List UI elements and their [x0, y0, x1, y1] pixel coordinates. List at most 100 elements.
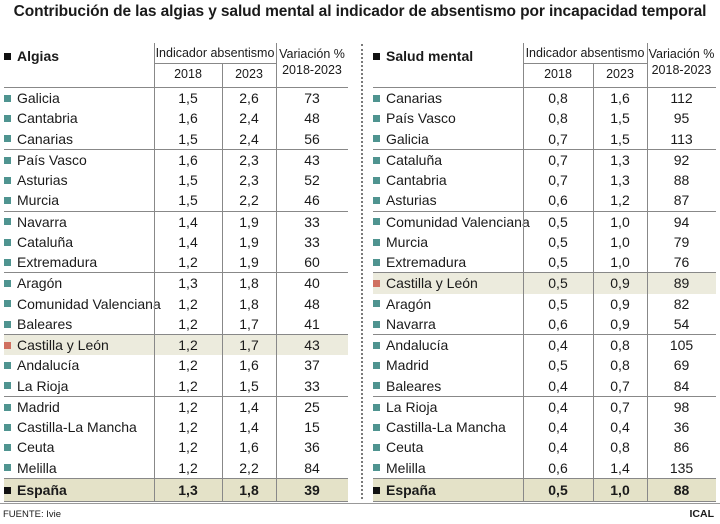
- total-variation: 39: [304, 481, 320, 498]
- region-marker-icon: [4, 423, 11, 431]
- value-2018: 0,4: [548, 337, 568, 353]
- variation-value: 79: [673, 233, 690, 250]
- table-row: Melilla 1,2 2,2 84: [4, 458, 348, 478]
- variation-value: 84: [673, 377, 690, 394]
- variation-value: 92: [673, 151, 690, 168]
- section-title: Salud mental: [373, 48, 473, 64]
- region-label: Madrid: [17, 398, 60, 415]
- region-label: Asturias: [386, 192, 437, 209]
- value-2023: 0,9: [610, 295, 630, 312]
- value-2018: 0,6: [548, 459, 568, 476]
- region-name: País Vasco: [373, 110, 456, 126]
- table-body: Galicia 1,5 2,6 73 Cantabria 1,6 2,4 48 Canarias…: [4, 88, 348, 478]
- value-2023: 1,7: [239, 337, 259, 353]
- table-row: La Rioja 0,4 0,7 98: [373, 395, 716, 417]
- table-row: Baleares 1,2 1,7 41: [4, 314, 348, 334]
- column-separator: [523, 43, 524, 87]
- variation-value: 113: [670, 130, 693, 147]
- table-row: Asturias 1,5 2,3 52: [4, 170, 348, 190]
- region-name: Andalucía: [4, 357, 79, 373]
- region-label: Cataluña: [17, 233, 74, 250]
- value-2023: 1,3: [610, 172, 630, 188]
- total-label: España: [386, 481, 436, 498]
- footer-rule: [0, 503, 720, 504]
- variation-value: 25: [304, 398, 320, 415]
- region-label: Castilla y León: [17, 337, 109, 353]
- region-name: Asturias: [4, 172, 68, 188]
- region-name: Castilla y León: [373, 275, 478, 291]
- table-row: Madrid 1,2 1,4 25: [4, 395, 348, 417]
- region-name: Melilla: [4, 460, 57, 476]
- value-2018: 0,7: [548, 151, 568, 168]
- table-row: Canarias 0,8 1,6 112: [373, 88, 716, 108]
- table-row: Cantabria 1,6 2,4 48: [4, 108, 348, 128]
- region-label: Andalucía: [17, 357, 80, 374]
- region-label: Murcia: [386, 233, 429, 250]
- total-bullet-icon: [373, 486, 380, 494]
- variation-value: 37: [304, 357, 320, 374]
- value-2023: 1,9: [239, 213, 259, 230]
- value-2023: 2,6: [239, 90, 259, 106]
- variation-header: Variación % 2018-2023: [648, 47, 715, 77]
- credit-label: ICAL: [689, 508, 715, 520]
- table-row: Navarra 1,4 1,9 33: [4, 210, 348, 232]
- value-2023: 0,8: [610, 439, 630, 456]
- value-2023: 1,0: [610, 213, 630, 230]
- value-2023: 0,7: [610, 398, 630, 415]
- variation-value: 36: [304, 439, 320, 456]
- variation-value: 48: [304, 295, 320, 312]
- variation-value: 52: [304, 172, 320, 188]
- year-header-2023: 2023: [235, 67, 263, 81]
- region-label: La Rioja: [386, 398, 438, 415]
- table-row: Extremadura 0,5 1,0 76: [373, 252, 716, 272]
- value-2018: 1,5: [178, 90, 198, 106]
- region-label: Melilla: [17, 459, 57, 476]
- region-label: Canarias: [386, 90, 443, 106]
- region-label: La Rioja: [17, 377, 69, 394]
- region-marker-icon: [373, 341, 380, 349]
- indicator-header: Indicador absentismo: [525, 46, 645, 60]
- region-marker-icon: [373, 300, 380, 308]
- total-variation: 88: [673, 481, 690, 498]
- region-label: Extremadura: [386, 254, 467, 270]
- region-name: Cantabria: [373, 172, 447, 188]
- variation-value: 46: [304, 192, 320, 209]
- column-separator: [222, 88, 223, 478]
- region-label: Andalucía: [386, 337, 449, 353]
- variation-value: 135: [669, 459, 694, 476]
- region-name: Murcia: [373, 234, 428, 250]
- table-row: Murcia 0,5 1,0 79: [373, 232, 716, 252]
- variation-value: 54: [673, 315, 690, 332]
- column-separator: [154, 478, 155, 501]
- column-separator: [154, 43, 155, 87]
- column-separator: [523, 88, 524, 478]
- panel-divider: [361, 44, 363, 499]
- region-label: Asturias: [17, 172, 68, 188]
- chart-title: Contribución de las algias y salud menta…: [13, 3, 707, 20]
- region-marker-icon: [4, 362, 11, 370]
- variation-value: 48: [304, 110, 320, 127]
- variation-value: 87: [673, 192, 690, 209]
- value-2018: 1,2: [178, 459, 198, 476]
- region-marker-icon: [373, 403, 380, 411]
- region-marker-icon: [373, 444, 380, 452]
- region-name: Andalucía: [373, 337, 448, 353]
- region-label: Galicia: [386, 130, 429, 147]
- region-name: Comunidad Valenciana: [373, 214, 530, 230]
- value-2018: 0,5: [548, 275, 568, 292]
- value-2023: 1,9: [239, 254, 259, 270]
- value-2018: 0,5: [548, 295, 568, 312]
- region-marker-icon: [4, 300, 11, 308]
- region-name: La Rioja: [373, 399, 437, 415]
- variation-value: 41: [304, 315, 320, 332]
- value-2018: 1,2: [178, 398, 198, 415]
- variation-value: 69: [673, 357, 690, 374]
- column-separator: [276, 43, 277, 87]
- value-2023: 1,8: [239, 295, 259, 312]
- column-separator: [276, 478, 277, 501]
- variation-value: 40: [304, 275, 320, 292]
- region-label: Aragón: [386, 295, 432, 312]
- value-2018: 0,4: [548, 439, 568, 456]
- region-label: Melilla: [386, 459, 426, 476]
- region-marker-icon: [4, 238, 11, 246]
